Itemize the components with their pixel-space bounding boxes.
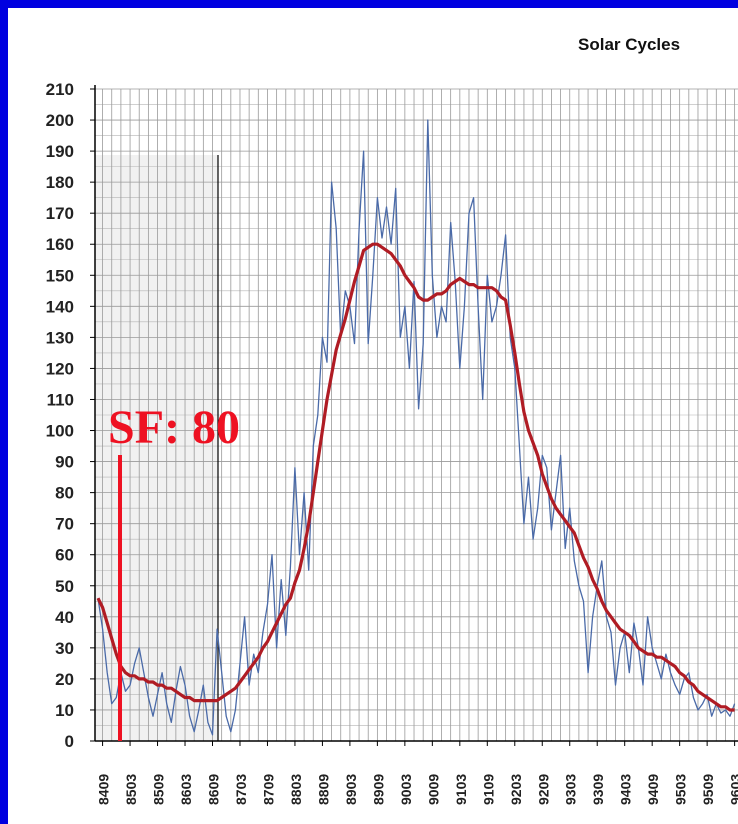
chart-title: Solar Cycles (578, 35, 680, 54)
x-tick-label: 9309 (590, 774, 606, 805)
x-tick-label: 8809 (315, 774, 331, 805)
x-tick-label: 9109 (480, 774, 496, 805)
y-tick-label: 10 (55, 701, 74, 720)
y-tick-label: 40 (55, 608, 74, 627)
y-tick-label: 190 (46, 142, 74, 161)
y-tick-label: 140 (46, 297, 74, 316)
x-tick-label: 8509 (151, 774, 167, 805)
x-tick-label: 9603 (728, 774, 738, 805)
x-tick-label: 9409 (645, 774, 661, 805)
y-tick-label: 160 (46, 235, 74, 254)
y-tick-label: 30 (55, 639, 74, 658)
y-tick-label: 210 (46, 80, 74, 99)
x-tick-label: 8709 (260, 774, 276, 805)
x-tick-label: 9303 (563, 774, 579, 805)
y-tick-label: 100 (46, 422, 74, 441)
y-tick-label: 70 (55, 515, 74, 534)
x-tick-label: 9009 (425, 774, 441, 805)
x-tick-label: 9103 (453, 774, 469, 805)
y-tick-label: 200 (46, 111, 74, 130)
x-tick-label: 8409 (96, 774, 112, 805)
y-tick-label: 20 (55, 670, 74, 689)
y-tick-label: 0 (65, 732, 74, 751)
y-tick-label: 130 (46, 328, 74, 347)
y-tick-label: 50 (55, 577, 74, 596)
x-tick-label: 9503 (673, 774, 689, 805)
y-tick-label: 60 (55, 546, 74, 565)
y-tick-label: 180 (46, 173, 74, 192)
x-tick-label: 8503 (123, 774, 139, 805)
y-tick-label: 150 (46, 266, 74, 285)
shaded-region (95, 155, 218, 741)
annotation: SF: 80 (108, 401, 240, 454)
x-tick-label: 9509 (700, 774, 716, 805)
x-tick-label: 8903 (343, 774, 359, 805)
x-tick-label: 8609 (206, 774, 222, 805)
x-tick-label: 8909 (370, 774, 386, 805)
y-tick-label: 170 (46, 204, 74, 223)
y-tick-label: 120 (46, 359, 74, 378)
x-tick-label: 9003 (398, 774, 414, 805)
y-tick-label: 90 (55, 453, 74, 472)
series-line (96, 242, 735, 712)
x-tick-label: 8703 (233, 774, 249, 805)
x-tick-label: 9403 (618, 774, 634, 805)
x-tick-label: 8803 (288, 774, 304, 805)
series-line (97, 119, 736, 736)
x-tick-label: 9209 (535, 774, 551, 805)
x-tick-label: 9203 (508, 774, 524, 805)
y-tick-label: 80 (55, 484, 74, 503)
x-tick-label: 8603 (178, 774, 194, 805)
y-tick-label: 110 (47, 390, 74, 409)
